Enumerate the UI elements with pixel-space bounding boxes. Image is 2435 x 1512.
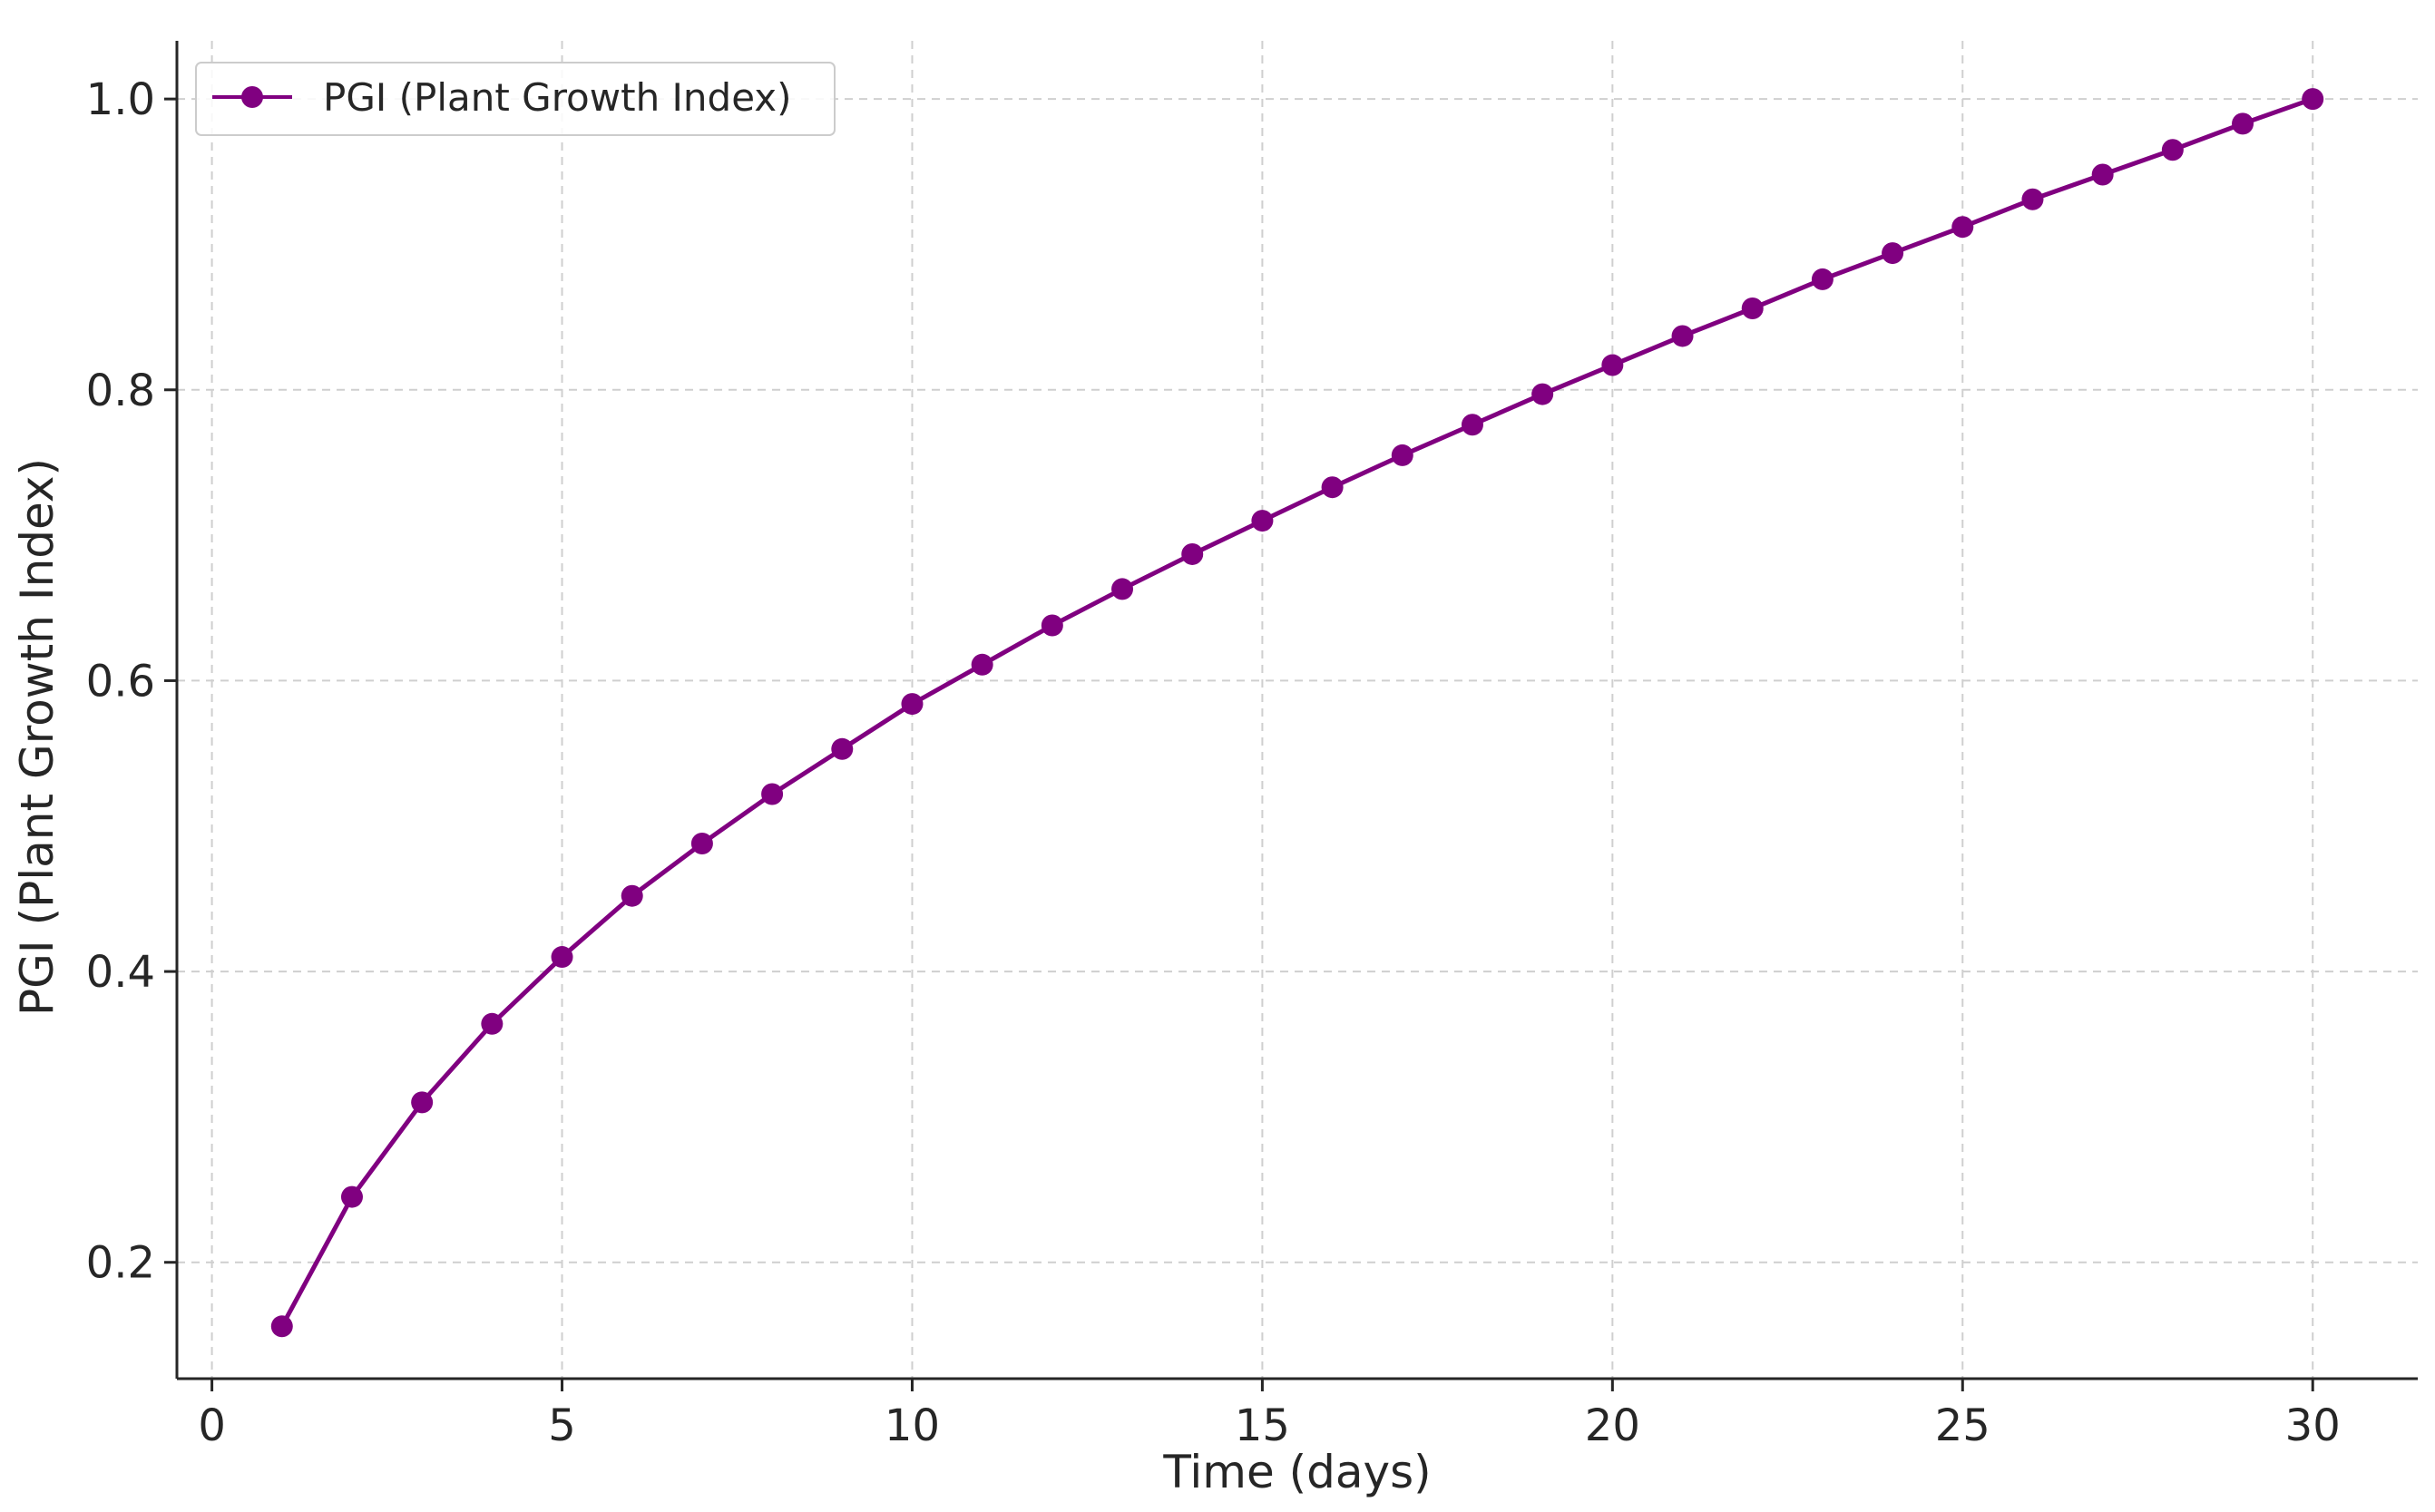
data-point xyxy=(1882,242,1904,265)
data-point xyxy=(901,693,924,716)
data-point xyxy=(621,884,643,907)
data-point xyxy=(340,1185,363,1208)
data-point xyxy=(1741,298,1764,319)
data-point xyxy=(2021,188,2044,210)
data-point xyxy=(761,783,784,805)
data-point xyxy=(1951,216,1974,239)
x-tick-label: 10 xyxy=(885,1400,940,1451)
y-axis-label: PGI (Plant Growth Index) xyxy=(11,458,64,1016)
x-tick-label: 25 xyxy=(1935,1400,1990,1451)
data-point xyxy=(1251,510,1274,532)
x-tick-label: 15 xyxy=(1235,1400,1290,1451)
data-point xyxy=(1811,268,1834,290)
data-point xyxy=(2302,88,2324,111)
data-point xyxy=(971,653,993,676)
data-point xyxy=(690,833,713,854)
legend: PGI (Plant Growth Index) xyxy=(195,62,836,136)
data-point xyxy=(411,1091,434,1114)
x-tick-label: 20 xyxy=(1585,1400,1640,1451)
y-tick-label: 1.0 xyxy=(86,74,155,125)
x-axis-label: Time (days) xyxy=(1162,1446,1431,1498)
x-tick-label: 5 xyxy=(548,1400,576,1451)
y-tick-label: 0.2 xyxy=(86,1238,155,1289)
data-point xyxy=(481,1012,504,1035)
data-point xyxy=(831,737,854,760)
x-tick-label: 0 xyxy=(198,1400,226,1451)
grid-lines xyxy=(177,41,2418,1379)
data-point xyxy=(2091,163,2114,186)
data-point xyxy=(1391,444,1413,466)
x-tick-label: 30 xyxy=(2285,1400,2341,1451)
x-ticks: 0 5 10 15 20 25 30 xyxy=(198,1379,2341,1451)
y-tick-label: 0.6 xyxy=(86,656,155,707)
legend-box xyxy=(195,62,836,136)
series-line xyxy=(279,96,2314,1328)
data-point xyxy=(1181,542,1204,565)
y-ticks: 0.2 0.4 0.6 0.8 1.0 xyxy=(86,74,177,1289)
data-point xyxy=(2161,139,2184,161)
data-point xyxy=(1461,414,1483,436)
series xyxy=(270,88,2324,1338)
data-point xyxy=(1041,614,1063,637)
legend-marker xyxy=(241,86,263,108)
data-point xyxy=(1111,578,1134,600)
data-point xyxy=(1531,383,1554,405)
data-point xyxy=(270,1315,293,1338)
y-tick-label: 0.4 xyxy=(86,947,155,998)
data-point xyxy=(1601,354,1624,376)
data-point xyxy=(2232,112,2254,135)
data-point xyxy=(551,946,573,969)
axes xyxy=(175,41,2418,1380)
legend-label: PGI (Plant Growth Index) xyxy=(323,75,792,120)
data-point xyxy=(1321,476,1344,499)
data-point xyxy=(1671,325,1694,347)
y-tick-label: 0.8 xyxy=(86,366,155,416)
